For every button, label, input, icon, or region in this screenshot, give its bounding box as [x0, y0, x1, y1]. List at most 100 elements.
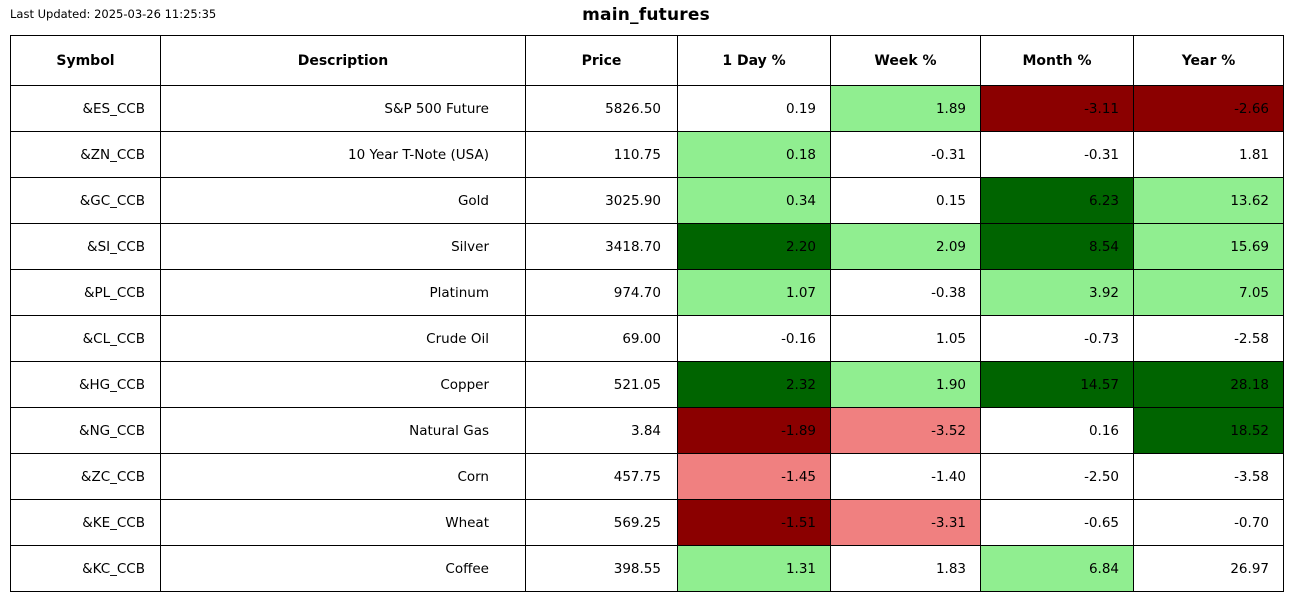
- day-pct-cell: 1.07: [677, 269, 831, 316]
- description-cell: Corn: [160, 453, 526, 500]
- symbol-cell: &ZN_CCB: [10, 131, 161, 178]
- year-pct-cell: 1.81: [1133, 131, 1284, 178]
- description-cell: S&P 500 Future: [160, 85, 526, 132]
- day-pct-cell: 2.32: [677, 361, 831, 408]
- price-cell: 457.75: [525, 453, 678, 500]
- column-header-description: Description: [160, 35, 526, 86]
- week-pct-cell: -0.31: [830, 131, 981, 178]
- table-row: &KE_CCB Wheat 569.25 -1.51 -3.31 -0.65 -0.70: [10, 499, 1284, 546]
- column-header-month-pct: Month %: [980, 35, 1134, 86]
- year-pct-cell: -2.58: [1133, 315, 1284, 362]
- column-header-year-pct: Year %: [1133, 35, 1284, 86]
- description-cell: 10 Year T-Note (USA): [160, 131, 526, 178]
- table-row: &NG_CCB Natural Gas 3.84 -1.89 -3.52 0.16 18.5…: [10, 407, 1284, 454]
- price-cell: 3.84: [525, 407, 678, 454]
- table-row: &KC_CCB Coffee 398.55 1.31 1.83 6.84 26.97: [10, 545, 1284, 592]
- week-pct-cell: 2.09: [830, 223, 981, 270]
- price-cell: 521.05: [525, 361, 678, 408]
- year-pct-cell: -0.70: [1133, 499, 1284, 546]
- futures-table: Symbol Description Price 1 Day % Week % …: [10, 35, 1284, 592]
- description-cell: Copper: [160, 361, 526, 408]
- description-cell: Silver: [160, 223, 526, 270]
- week-pct-cell: -1.40: [830, 453, 981, 500]
- symbol-cell: &GC_CCB: [10, 177, 161, 224]
- day-pct-cell: -0.16: [677, 315, 831, 362]
- month-pct-cell: 6.23: [980, 177, 1134, 224]
- year-pct-cell: 18.52: [1133, 407, 1284, 454]
- year-pct-cell: 28.18: [1133, 361, 1284, 408]
- month-pct-cell: 14.57: [980, 361, 1134, 408]
- symbol-cell: &HG_CCB: [10, 361, 161, 408]
- symbol-cell: &KE_CCB: [10, 499, 161, 546]
- price-cell: 69.00: [525, 315, 678, 362]
- month-pct-cell: -3.11: [980, 85, 1134, 132]
- week-pct-cell: 1.83: [830, 545, 981, 592]
- table-row: &GC_CCB Gold 3025.90 0.34 0.15 6.23 13.62: [10, 177, 1284, 224]
- week-pct-cell: 0.15: [830, 177, 981, 224]
- column-header-price: Price: [525, 35, 678, 86]
- price-cell: 569.25: [525, 499, 678, 546]
- page-title: main_futures: [582, 5, 710, 25]
- week-pct-cell: 1.05: [830, 315, 981, 362]
- price-cell: 3418.70: [525, 223, 678, 270]
- last-updated-label: Last Updated: 2025-03-26 11:25:35: [10, 7, 217, 21]
- symbol-cell: &KC_CCB: [10, 545, 161, 592]
- year-pct-cell: -2.66: [1133, 85, 1284, 132]
- day-pct-cell: -1.45: [677, 453, 831, 500]
- table-row: &SI_CCB Silver 3418.70 2.20 2.09 8.54 15.69: [10, 223, 1284, 270]
- description-cell: Gold: [160, 177, 526, 224]
- price-cell: 3025.90: [525, 177, 678, 224]
- table-row: &CL_CCB Crude Oil 69.00 -0.16 1.05 -0.73 -2.58: [10, 315, 1284, 362]
- day-pct-cell: 2.20: [677, 223, 831, 270]
- symbol-cell: &ZC_CCB: [10, 453, 161, 500]
- price-cell: 398.55: [525, 545, 678, 592]
- symbol-cell: &PL_CCB: [10, 269, 161, 316]
- description-cell: Coffee: [160, 545, 526, 592]
- table-row: &PL_CCB Platinum 974.70 1.07 -0.38 3.92 7.05: [10, 269, 1284, 316]
- description-cell: Crude Oil: [160, 315, 526, 362]
- description-cell: Natural Gas: [160, 407, 526, 454]
- symbol-cell: &ES_CCB: [10, 85, 161, 132]
- year-pct-cell: 15.69: [1133, 223, 1284, 270]
- day-pct-cell: -1.89: [677, 407, 831, 454]
- table-row: &ES_CCB S&P 500 Future 5826.50 0.19 1.89 -3.1…: [10, 85, 1284, 132]
- month-pct-cell: 0.16: [980, 407, 1134, 454]
- price-cell: 974.70: [525, 269, 678, 316]
- price-cell: 5826.50: [525, 85, 678, 132]
- price-cell: 110.75: [525, 131, 678, 178]
- table-row: &ZC_CCB Corn 457.75 -1.45 -1.40 -2.50 -3.58: [10, 453, 1284, 500]
- year-pct-cell: 13.62: [1133, 177, 1284, 224]
- symbol-cell: &CL_CCB: [10, 315, 161, 362]
- week-pct-cell: 1.89: [830, 85, 981, 132]
- month-pct-cell: -0.65: [980, 499, 1134, 546]
- week-pct-cell: -3.31: [830, 499, 981, 546]
- year-pct-cell: -3.58: [1133, 453, 1284, 500]
- month-pct-cell: 8.54: [980, 223, 1134, 270]
- table-row: &HG_CCB Copper 521.05 2.32 1.90 14.57 28.18: [10, 361, 1284, 408]
- day-pct-cell: 0.18: [677, 131, 831, 178]
- column-header-symbol: Symbol: [10, 35, 161, 86]
- week-pct-cell: -3.52: [830, 407, 981, 454]
- table-header-row: Symbol Description Price 1 Day % Week % …: [10, 35, 1284, 86]
- year-pct-cell: 26.97: [1133, 545, 1284, 592]
- day-pct-cell: 0.19: [677, 85, 831, 132]
- day-pct-cell: 0.34: [677, 177, 831, 224]
- symbol-cell: &SI_CCB: [10, 223, 161, 270]
- month-pct-cell: -0.73: [980, 315, 1134, 362]
- column-header-week-pct: Week %: [830, 35, 981, 86]
- day-pct-cell: -1.51: [677, 499, 831, 546]
- month-pct-cell: -2.50: [980, 453, 1134, 500]
- table-body: &ES_CCB S&P 500 Future 5826.50 0.19 1.89 -3.1…: [10, 85, 1284, 592]
- week-pct-cell: 1.90: [830, 361, 981, 408]
- description-cell: Wheat: [160, 499, 526, 546]
- week-pct-cell: -0.38: [830, 269, 981, 316]
- month-pct-cell: 6.84: [980, 545, 1134, 592]
- table-row: &ZN_CCB 10 Year T-Note (USA) 110.75 0.18 -0.…: [10, 131, 1284, 178]
- column-header-day-pct: 1 Day %: [677, 35, 831, 86]
- day-pct-cell: 1.31: [677, 545, 831, 592]
- description-cell: Platinum: [160, 269, 526, 316]
- month-pct-cell: 3.92: [980, 269, 1134, 316]
- month-pct-cell: -0.31: [980, 131, 1134, 178]
- year-pct-cell: 7.05: [1133, 269, 1284, 316]
